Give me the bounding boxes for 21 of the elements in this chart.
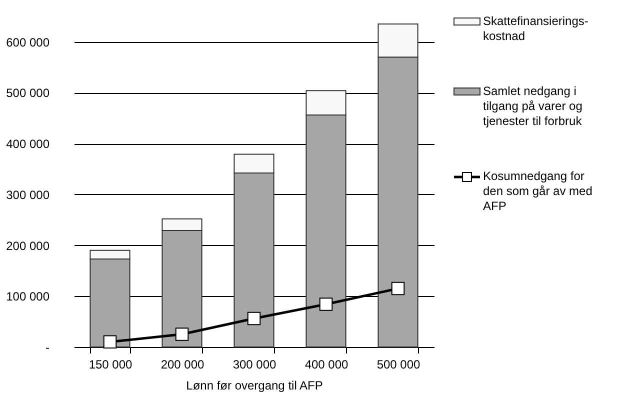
y-tick-label: - [46,340,50,354]
y-tick-label: 300 000 [6,188,50,202]
y-tick-label: 400 000 [6,137,50,152]
point [175,328,189,341]
y-tick-label: 600 000 [6,35,50,50]
x-tick-label: 500 000 [376,358,421,372]
x-tick-label: 400 000 [304,358,349,372]
legend-label: Kosumnedgang for den som går av med AFP [483,169,592,213]
point [247,312,261,326]
y-tick-label: 100 000 [6,290,50,304]
x-tick-label: 300 000 [232,358,277,372]
y-tick-label: 200 000 [6,238,50,253]
point [319,298,333,311]
point [391,282,405,296]
x-axis-title: Lønn før overgang til AFP [186,378,323,392]
x-tick-label: 150 000 [88,358,133,372]
legend-label: Skattefinansierings-kostnad [483,14,588,43]
point [103,335,117,349]
y-tick-label: 500 000 [6,86,50,100]
legend-label: Samlet nedgang i tilgang på varer og tjenester til forbruk [483,84,583,128]
x-tick-label: 200 000 [160,358,205,372]
